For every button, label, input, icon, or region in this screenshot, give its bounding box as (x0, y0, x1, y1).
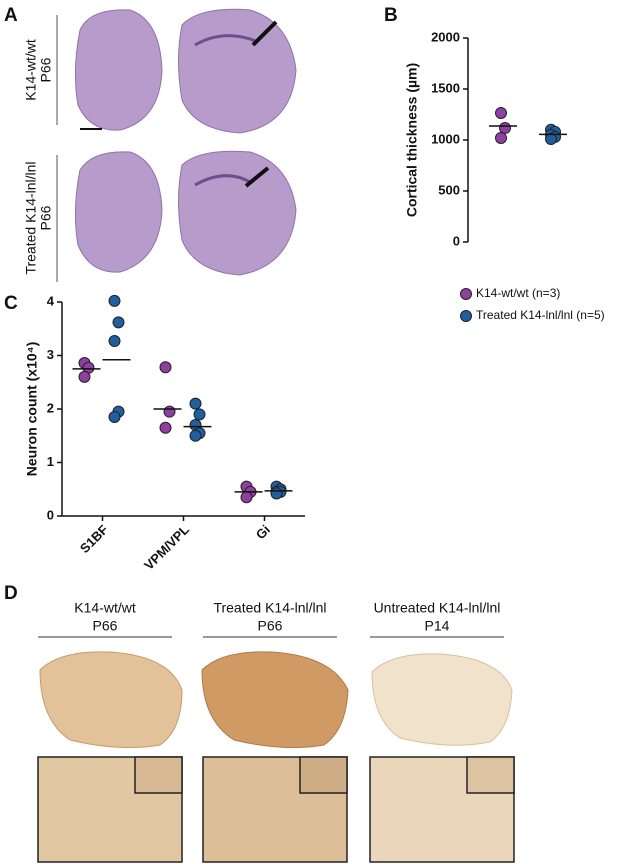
data-point (189, 429, 202, 442)
data-point (159, 361, 172, 374)
y-tick-label: 2 (47, 400, 54, 415)
y-tick-label: 3 (47, 347, 54, 362)
x-tick-label: Gi (253, 522, 273, 542)
row-label: K14-wt/wt (23, 39, 39, 101)
data-point (108, 335, 121, 348)
row-label: P66 (38, 57, 54, 82)
legend-swatch (460, 288, 472, 300)
legend-label: K14-wt/wt (n=3) (476, 286, 560, 300)
column-label: Untreated K14-lnl/lnl (374, 600, 501, 616)
data-point (499, 121, 511, 134)
y-tick-label: 0 (47, 507, 54, 522)
data-point (495, 131, 507, 144)
data-point (108, 294, 121, 307)
data-point (159, 421, 172, 434)
data-point (78, 370, 91, 383)
histology-d (37, 636, 515, 863)
y-tick-label: 1 (47, 454, 54, 469)
y-tick-label: 1000 (431, 131, 460, 146)
column-label: P66 (93, 618, 118, 634)
data-point (545, 132, 557, 145)
x-tick-label: VPM/VPL (141, 522, 192, 573)
panel-letter: B (384, 5, 398, 26)
data-point (270, 487, 283, 500)
legend-label: Treated K14-lnl/lnl (n=5) (476, 308, 605, 322)
column-label: Treated K14-lnl/lnl (213, 600, 326, 616)
data-point (495, 106, 507, 119)
y-tick-label: 4 (47, 293, 55, 308)
y-axis-label: Neuron count (x10⁴) (24, 342, 40, 477)
data-point (108, 411, 121, 424)
legend-swatch (460, 310, 472, 322)
row-label: Treated K14-lnl/lnl (23, 161, 39, 274)
y-axis-label: Cortical thickness (µm) (404, 63, 420, 217)
panel-letter: A (4, 5, 18, 26)
data-point (112, 316, 125, 329)
y-tick-label: 2000 (431, 29, 460, 44)
data-point (163, 405, 176, 418)
data-point (240, 491, 253, 504)
y-tick-label: 500 (438, 182, 460, 197)
column-label: K14-wt/wt (74, 600, 136, 616)
column-label: P66 (258, 618, 283, 634)
histology-a (56, 8, 297, 282)
data-point (189, 397, 202, 410)
x-tick-label: S1BF (77, 522, 111, 556)
data-point (193, 408, 206, 421)
y-tick-label: 1500 (431, 80, 460, 95)
y-tick-label: 0 (453, 233, 460, 248)
column-label: P14 (425, 618, 450, 634)
panel-letter: C (4, 293, 18, 314)
row-label: P66 (38, 205, 54, 230)
panel-letter: D (4, 583, 18, 604)
